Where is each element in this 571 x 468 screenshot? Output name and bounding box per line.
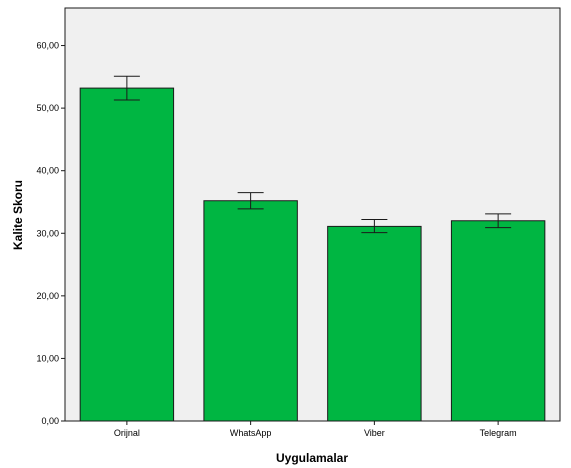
y-tick-label: 0,00 xyxy=(41,416,59,426)
x-axis-title: Uygulamalar xyxy=(276,451,348,465)
y-tick-label: 20,00 xyxy=(36,291,59,301)
y-tick-label: 30,00 xyxy=(36,228,59,238)
bars xyxy=(79,87,546,422)
y-tick-label: 60,00 xyxy=(36,41,59,51)
error-bars xyxy=(113,75,512,234)
x-tick-label: WhatsApp xyxy=(230,428,272,438)
y-tick-label: 10,00 xyxy=(36,353,59,363)
x-axis: Orijnal WhatsApp Viber Telegram xyxy=(114,421,517,438)
y-axis-title: Kalite Skoru xyxy=(11,180,25,250)
y-tick-label: 50,00 xyxy=(36,103,59,113)
bar xyxy=(79,87,175,422)
x-tick-label: Orijnal xyxy=(114,428,140,438)
bar xyxy=(450,220,546,422)
x-tick-label: Telegram xyxy=(480,428,517,438)
y-tick-label: 40,00 xyxy=(36,166,59,176)
x-tick-label: Viber xyxy=(364,428,385,438)
bar xyxy=(327,225,422,422)
y-axis: 0,00 10,00 20,00 30,00 40,00 50,00 60,00 xyxy=(36,41,65,426)
bar xyxy=(203,200,298,422)
